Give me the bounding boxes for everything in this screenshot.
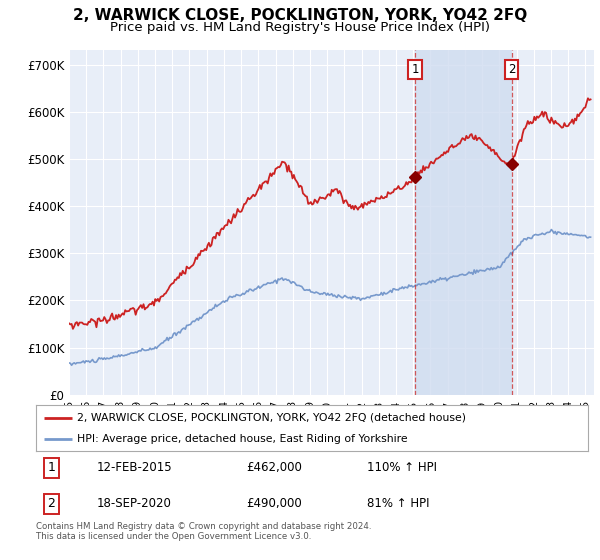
Text: 2: 2 [508, 63, 515, 76]
Text: £462,000: £462,000 [246, 461, 302, 474]
Text: £490,000: £490,000 [246, 497, 302, 510]
Text: 2, WARWICK CLOSE, POCKLINGTON, YORK, YO42 2FQ (detached house): 2, WARWICK CLOSE, POCKLINGTON, YORK, YO4… [77, 413, 466, 423]
Text: 2, WARWICK CLOSE, POCKLINGTON, YORK, YO42 2FQ: 2, WARWICK CLOSE, POCKLINGTON, YORK, YO4… [73, 8, 527, 24]
Text: 2: 2 [47, 497, 55, 510]
Text: 18-SEP-2020: 18-SEP-2020 [97, 497, 172, 510]
Text: 81% ↑ HPI: 81% ↑ HPI [367, 497, 430, 510]
Text: 1: 1 [47, 461, 55, 474]
Text: HPI: Average price, detached house, East Riding of Yorkshire: HPI: Average price, detached house, East… [77, 435, 408, 444]
Text: 110% ↑ HPI: 110% ↑ HPI [367, 461, 437, 474]
Text: Contains HM Land Registry data © Crown copyright and database right 2024.
This d: Contains HM Land Registry data © Crown c… [36, 522, 371, 542]
Text: 1: 1 [411, 63, 419, 76]
Text: 12-FEB-2015: 12-FEB-2015 [97, 461, 172, 474]
Bar [415, 50, 512, 395]
Text: Price paid vs. HM Land Registry's House Price Index (HPI): Price paid vs. HM Land Registry's House … [110, 21, 490, 34]
